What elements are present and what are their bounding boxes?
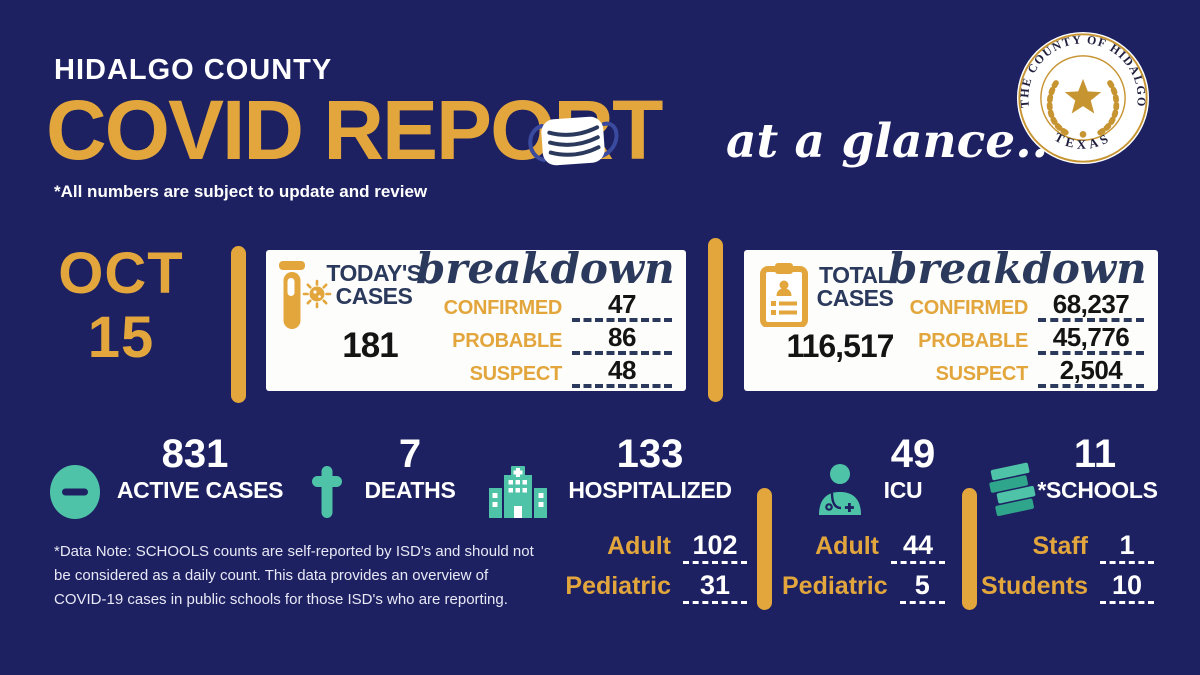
row-label: SUSPECT bbox=[469, 363, 563, 385]
breakdown-row: CONFIRMED 68,237 bbox=[888, 291, 1144, 322]
hospital-icon bbox=[489, 466, 547, 518]
divider-bar bbox=[708, 238, 723, 402]
detail-row: Students 10 bbox=[960, 571, 1154, 604]
active-cases-value: 831 bbox=[161, 432, 229, 476]
row-value: 2,504 bbox=[1038, 357, 1144, 388]
active-cases-label: ACTIVE CASES bbox=[116, 477, 284, 503]
detail-label: Pediatric bbox=[565, 572, 671, 600]
detail-value: 1 bbox=[1100, 532, 1154, 564]
detail-value: 10 bbox=[1100, 572, 1154, 604]
row-value: 47 bbox=[572, 291, 672, 322]
divider-bar bbox=[231, 246, 246, 403]
todays-cases-total: 181 bbox=[342, 326, 398, 365]
breakdown-row: SUSPECT 48 bbox=[416, 357, 672, 388]
schools-value: 11 bbox=[1073, 432, 1117, 476]
breakdown-row: CONFIRMED 47 bbox=[416, 291, 672, 322]
row-value: 45,776 bbox=[1038, 324, 1144, 355]
row-value: 48 bbox=[572, 357, 672, 388]
detail-row: Adult 102 bbox=[545, 531, 747, 564]
detail-value: 44 bbox=[891, 532, 945, 564]
detail-value: 31 bbox=[683, 572, 747, 604]
icu-value: 49 bbox=[890, 432, 936, 476]
breakdown-rows: CONFIRMED 47 PROBABLE 86 SUSPECT 48 bbox=[416, 291, 672, 391]
star-icon bbox=[1064, 78, 1102, 114]
detail-value: 102 bbox=[683, 532, 747, 564]
minus-circle-icon bbox=[50, 465, 100, 519]
breakdown-rows: CONFIRMED 68,237 PROBABLE 45,776 SUSPECT… bbox=[888, 291, 1144, 391]
face-mask-icon bbox=[528, 116, 619, 166]
schools-details: Staff 1 Students 10 bbox=[960, 531, 1154, 611]
detail-row: Pediatric 31 bbox=[545, 571, 747, 604]
breakdown-script-label: breakdown bbox=[888, 244, 1147, 293]
data-note: *Data Note: SCHOOLS counts are self-repo… bbox=[54, 543, 534, 608]
detail-label: Adult bbox=[815, 532, 879, 560]
books-icon bbox=[989, 462, 1036, 517]
numbers-disclaimer: *All numbers are subject to update and r… bbox=[54, 182, 428, 201]
schools-label: *SCHOOLS bbox=[1037, 477, 1158, 503]
hospitalized-value: 133 bbox=[616, 432, 684, 476]
breakdown-row: PROBABLE 45,776 bbox=[888, 324, 1144, 355]
county-name: HIDALGO COUNTY bbox=[54, 54, 333, 86]
divider-bar bbox=[757, 488, 772, 610]
report-date: OCT 15 bbox=[36, 242, 206, 370]
row-label: SUSPECT bbox=[935, 363, 1029, 385]
row-label: CONFIRMED bbox=[909, 297, 1029, 319]
detail-row: Adult 44 bbox=[782, 531, 945, 564]
todays-cases-card: TODAY'S CASES 181 breakdown CONFIRMED 47… bbox=[266, 244, 686, 391]
detail-value: 5 bbox=[899, 572, 945, 604]
wreath-right bbox=[1097, 79, 1120, 136]
icu-details: Adult 44 Pediatric 5 bbox=[782, 531, 945, 611]
detail-row: Staff 1 bbox=[960, 531, 1154, 564]
test-tube-virus-icon bbox=[279, 261, 332, 329]
hidalgo-county-seal-icon: THE COUNTY OF HIDALGO TEXAS bbox=[1016, 31, 1150, 165]
row-value: 68,237 bbox=[1038, 291, 1144, 322]
deaths-label: DEATHS bbox=[364, 477, 456, 503]
detail-label: Pediatric bbox=[782, 572, 888, 600]
row-value: 86 bbox=[572, 324, 672, 355]
breakdown-script-label: breakdown bbox=[416, 244, 675, 293]
total-cases-total: 116,517 bbox=[786, 328, 895, 364]
total-cases-card: TOTAL CASES 116,517 breakdown CONFIRMED … bbox=[744, 244, 1158, 391]
icu-label: ICU bbox=[883, 477, 923, 503]
card-title: TOTAL CASES bbox=[816, 262, 894, 312]
breakdown-row: SUSPECT 2,504 bbox=[888, 357, 1144, 388]
tagline: at a glance.. bbox=[726, 114, 1048, 169]
detail-label: Adult bbox=[607, 532, 671, 560]
row-label: PROBABLE bbox=[452, 330, 562, 352]
date-day: 15 bbox=[87, 304, 155, 370]
detail-label: Staff bbox=[1032, 532, 1088, 560]
doctor-icon bbox=[819, 464, 861, 515]
hospitalized-details: Adult 102 Pediatric 31 bbox=[545, 531, 747, 611]
card-title: TODAY'S CASES bbox=[326, 260, 422, 310]
cross-icon bbox=[312, 466, 342, 518]
wreath-left bbox=[1046, 79, 1069, 136]
divider-bar bbox=[962, 488, 977, 610]
clipboard-icon bbox=[760, 263, 808, 327]
detail-row: Pediatric 5 bbox=[782, 571, 945, 604]
detail-label: Students bbox=[981, 572, 1088, 600]
date-month: OCT bbox=[58, 241, 184, 306]
row-label: PROBABLE bbox=[918, 330, 1028, 352]
deaths-value: 7 bbox=[398, 432, 422, 476]
breakdown-row: PROBABLE 86 bbox=[416, 324, 672, 355]
hospitalized-label: HOSPITALIZED bbox=[568, 477, 732, 503]
row-label: CONFIRMED bbox=[443, 297, 563, 319]
